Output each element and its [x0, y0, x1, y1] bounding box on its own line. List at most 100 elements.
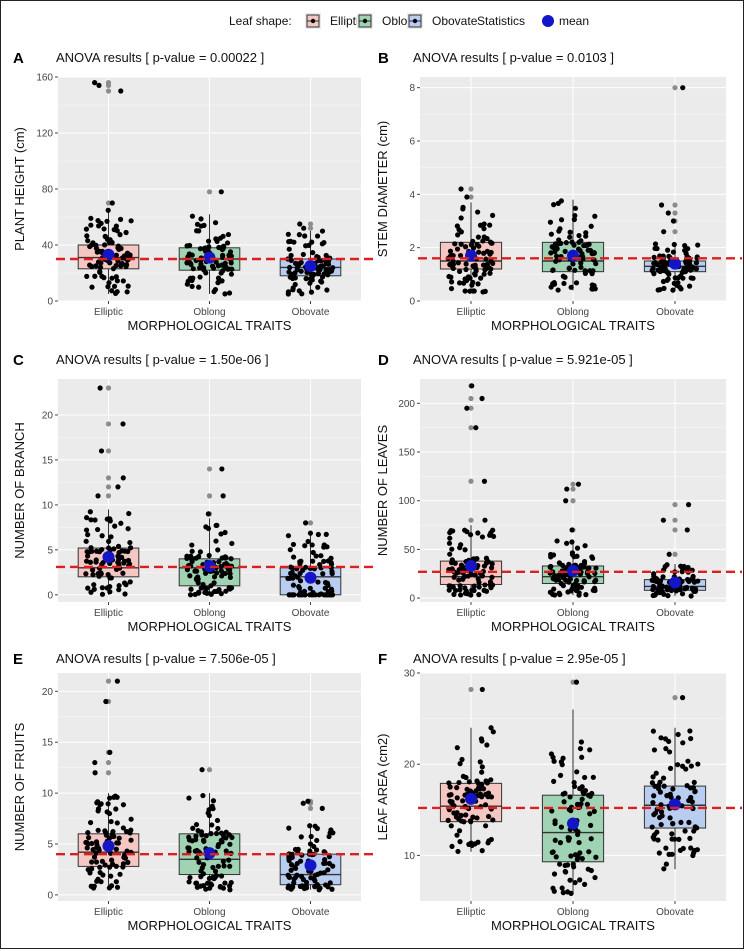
data-point	[288, 862, 295, 868]
data-point	[124, 848, 130, 854]
data-point	[105, 801, 111, 807]
jitter-points	[446, 383, 497, 598]
box-elliptic	[77, 385, 140, 597]
box-elliptic	[439, 186, 503, 295]
data-point	[88, 215, 94, 221]
data-point	[226, 857, 232, 863]
data-point	[218, 873, 225, 879]
data-point	[120, 421, 126, 427]
data-point	[184, 243, 190, 249]
data-point	[88, 222, 94, 228]
data-point	[695, 578, 701, 584]
data-point	[93, 859, 100, 865]
data-point	[118, 88, 124, 94]
data-point	[467, 288, 473, 294]
data-point	[227, 571, 233, 577]
data-point	[688, 593, 694, 599]
data-point	[125, 859, 131, 865]
data-point	[551, 778, 557, 784]
data-point	[476, 592, 482, 598]
panel-f: F ANOVA results [ p-value = 2.95e-05 ] 10 2…	[375, 651, 742, 933]
data-point	[303, 564, 309, 570]
data-point	[577, 745, 584, 752]
data-point	[187, 592, 194, 598]
data-point	[474, 815, 480, 821]
data-point	[576, 592, 582, 598]
data-point	[209, 263, 216, 269]
data-point	[96, 82, 102, 88]
data-point	[319, 241, 325, 247]
data-point	[296, 585, 303, 591]
mean-marker	[203, 560, 216, 573]
data-point	[89, 284, 95, 290]
data-point	[216, 559, 222, 565]
data-point	[475, 209, 481, 215]
data-point	[303, 520, 309, 526]
data-point	[197, 274, 203, 280]
data-point	[105, 584, 112, 590]
data-point	[665, 210, 671, 216]
data-point	[297, 221, 303, 227]
data-point	[548, 554, 554, 560]
data-point	[583, 592, 589, 598]
data-point	[325, 268, 332, 274]
data-point	[104, 218, 110, 224]
data-point	[690, 586, 696, 593]
data-point	[93, 850, 99, 856]
data-point	[329, 592, 336, 598]
data-point	[652, 575, 658, 582]
outlier-point	[105, 80, 112, 86]
data-point	[665, 593, 671, 599]
data-point	[581, 558, 588, 565]
data-point	[558, 580, 564, 587]
data-point	[469, 587, 475, 593]
data-point	[454, 223, 460, 229]
data-point	[187, 573, 193, 579]
data-point	[548, 231, 554, 237]
data-point	[222, 880, 228, 886]
data-point	[320, 571, 326, 577]
outlier-point	[468, 517, 474, 523]
data-point	[655, 837, 661, 843]
x-tick-label: Obovate	[292, 307, 330, 318]
legend-item-label: Obovate	[432, 14, 478, 28]
data-point	[198, 883, 204, 889]
data-point	[120, 825, 126, 831]
mean-marker	[465, 792, 477, 805]
data-point	[307, 823, 313, 829]
data-point	[692, 789, 698, 795]
y-tick-label: 80	[42, 185, 54, 196]
data-point	[125, 557, 132, 564]
data-point	[446, 540, 453, 546]
data-point	[454, 832, 460, 838]
data-point	[210, 864, 216, 871]
data-point	[695, 761, 701, 767]
data-point	[227, 863, 233, 869]
data-point	[653, 770, 659, 776]
data-point	[677, 847, 684, 853]
panel-title: ANOVA results [ p-value = 7.506e-05 ]	[56, 651, 276, 666]
data-point	[576, 246, 582, 252]
data-point	[479, 764, 485, 770]
data-point	[587, 811, 593, 817]
data-point	[658, 821, 664, 828]
data-point	[288, 257, 294, 264]
data-point	[583, 233, 589, 239]
data-point	[666, 749, 673, 755]
data-point	[221, 243, 227, 249]
data-point	[692, 824, 698, 830]
data-point	[558, 824, 564, 830]
data-point	[112, 290, 119, 296]
data-point	[664, 277, 670, 283]
data-point	[448, 285, 455, 292]
box-oblong	[541, 481, 605, 598]
data-point	[93, 242, 99, 248]
outlier-point	[105, 421, 112, 427]
data-point	[325, 867, 331, 873]
outlier-point	[105, 475, 112, 481]
data-point	[110, 828, 116, 835]
y-tick-label: 15	[42, 738, 54, 749]
data-point	[654, 829, 660, 835]
data-point	[485, 794, 491, 800]
